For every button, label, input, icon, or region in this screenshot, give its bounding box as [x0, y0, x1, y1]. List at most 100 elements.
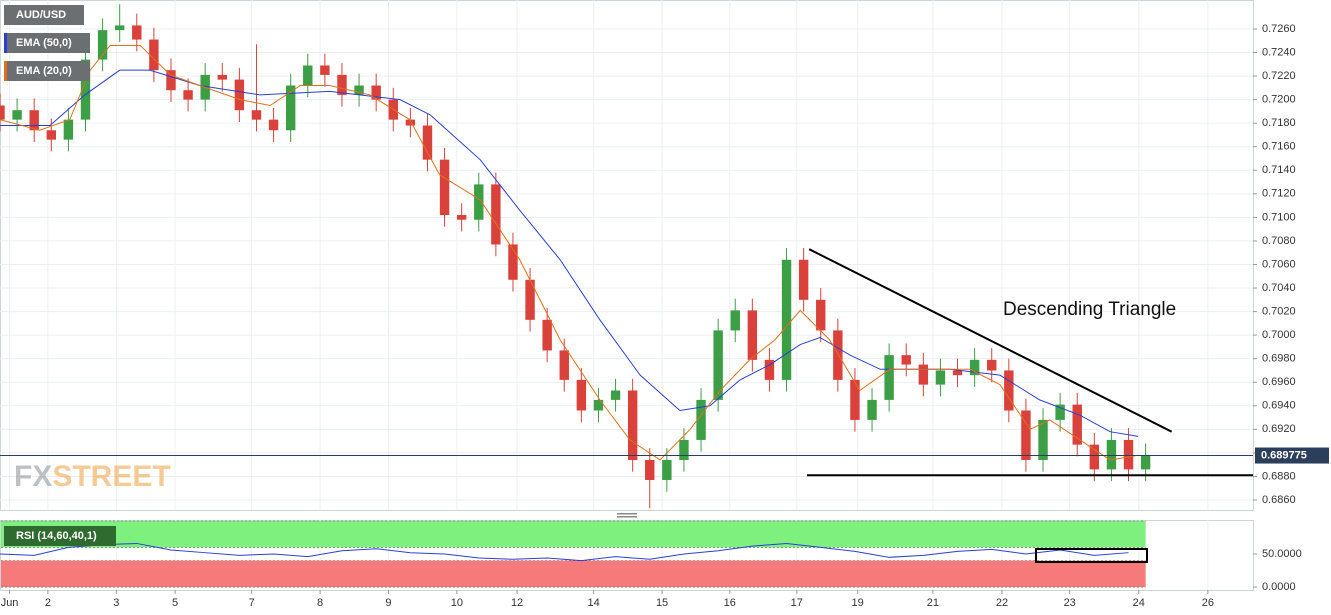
candle-body: [610, 390, 621, 400]
candle-body: [251, 110, 262, 120]
candle-body: [1123, 439, 1134, 470]
y-tick-label: 0.7120: [1262, 188, 1296, 200]
y-tick-label: 0.6880: [1262, 470, 1296, 482]
candle-body: [337, 74, 347, 95]
x-tick-label: 14: [588, 597, 600, 609]
candle-body: [662, 459, 672, 480]
x-tick-label: 15: [656, 597, 668, 609]
candle-body: [645, 459, 655, 480]
candle-body: [884, 355, 894, 400]
candle-body: [542, 319, 552, 351]
last-price-label: 0.689775: [1261, 449, 1307, 461]
x-tick-label: 26: [1202, 597, 1214, 609]
candle-body: [679, 439, 689, 460]
watermark: FXSTREET: [14, 460, 171, 493]
x-tick-label: Jun: [1, 597, 19, 609]
candle-body: [285, 85, 296, 131]
candle-body: [833, 330, 843, 380]
candle-body: [1038, 419, 1048, 460]
candle-body: [456, 215, 467, 220]
candle-body: [1021, 410, 1031, 460]
y-tick-label: 0.6940: [1262, 400, 1296, 412]
candle-body: [217, 74, 227, 80]
candle-body: [1055, 404, 1065, 420]
x-tick-label: 16: [724, 597, 736, 609]
x-tick-label: 24: [1133, 597, 1145, 609]
candle-body: [491, 184, 501, 245]
candle-body: [730, 310, 740, 331]
y-tick-label: 0.7100: [1262, 211, 1296, 223]
y-tick-label: 0.7060: [1262, 258, 1296, 270]
legend-label: EMA (20,0): [16, 65, 72, 77]
panel-handle[interactable]: [617, 516, 637, 518]
watermark-part: STREET: [52, 460, 170, 493]
y-tick-label: 0.7140: [1262, 164, 1296, 176]
candle-body: [183, 90, 193, 100]
candle-body: [593, 399, 604, 411]
x-tick-label: 8: [317, 597, 323, 609]
candle-body: [132, 25, 142, 40]
candle-body: [901, 355, 911, 365]
candle-body: [747, 310, 758, 360]
candle-body: [439, 159, 450, 216]
x-tick-label: 2: [45, 597, 51, 609]
legend-box: [4, 61, 90, 81]
candle-body: [1140, 455, 1151, 470]
x-tick-label: 10: [451, 597, 463, 609]
candle-body: [12, 110, 22, 120]
y-tick-label: 0.7040: [1262, 282, 1296, 294]
candle-body: [114, 25, 125, 31]
candle-body: [474, 184, 484, 220]
legend-label: AUD/USD: [16, 9, 66, 21]
price-plot: [0, 0, 1254, 511]
annotation: Descending Triangle: [1003, 299, 1176, 320]
candle-body: [713, 330, 723, 400]
y-tick-label: 0.6960: [1262, 376, 1296, 388]
y-tick-label: 0.6980: [1262, 353, 1296, 365]
candle-body: [354, 85, 364, 95]
candle-body: [816, 299, 826, 331]
x-tick-label: 17: [791, 597, 803, 609]
legend-swatch: [4, 61, 7, 81]
candle-body: [268, 119, 279, 131]
candle-body: [764, 359, 775, 380]
candle-body: [97, 30, 108, 60]
candle-body: [576, 379, 587, 411]
rsi-panel: [0, 520, 1254, 591]
candle-body: [63, 119, 74, 140]
candle-body: [935, 370, 946, 385]
candle-body: [46, 130, 56, 140]
y-tick-label: 0.7020: [1262, 305, 1296, 317]
candle-body: [696, 399, 706, 440]
candle-body: [29, 110, 39, 131]
y-tick-label: 0.7200: [1262, 94, 1296, 106]
legend-box: [4, 5, 84, 25]
y-tick-label: 0.6920: [1262, 423, 1296, 435]
panel-handle[interactable]: [617, 513, 637, 515]
x-tick-label: 19: [852, 597, 864, 609]
candle-body: [371, 85, 381, 100]
y-tick-label: 0.7080: [1262, 235, 1296, 247]
candle-body: [627, 390, 638, 460]
candle-body: [987, 359, 997, 371]
legend-label: RSI (14,60,40,1): [16, 530, 97, 542]
x-tick-label: 3: [113, 597, 119, 609]
y-tick-label: 0.7240: [1262, 46, 1296, 58]
y-tick-label: 0.7260: [1262, 23, 1296, 35]
candle-body: [525, 279, 535, 320]
legend-box: [4, 526, 116, 546]
candle-body: [508, 244, 518, 280]
rsi-zone: [1, 520, 1146, 548]
ema-line: [0, 69, 1139, 437]
trendline: [808, 248, 1173, 433]
highlight-box: [1035, 548, 1148, 563]
y-tick-label: 0.7220: [1262, 70, 1296, 82]
candle-body: [303, 65, 313, 86]
price-panel: FXSTREET: [0, 0, 1254, 511]
rsi-line: [0, 542, 1129, 562]
candle-body: [952, 370, 963, 376]
y-tick-label: 0.6860: [1262, 494, 1296, 506]
last-price-box: [1255, 447, 1329, 464]
y-tick-label: 0.7180: [1262, 117, 1296, 129]
